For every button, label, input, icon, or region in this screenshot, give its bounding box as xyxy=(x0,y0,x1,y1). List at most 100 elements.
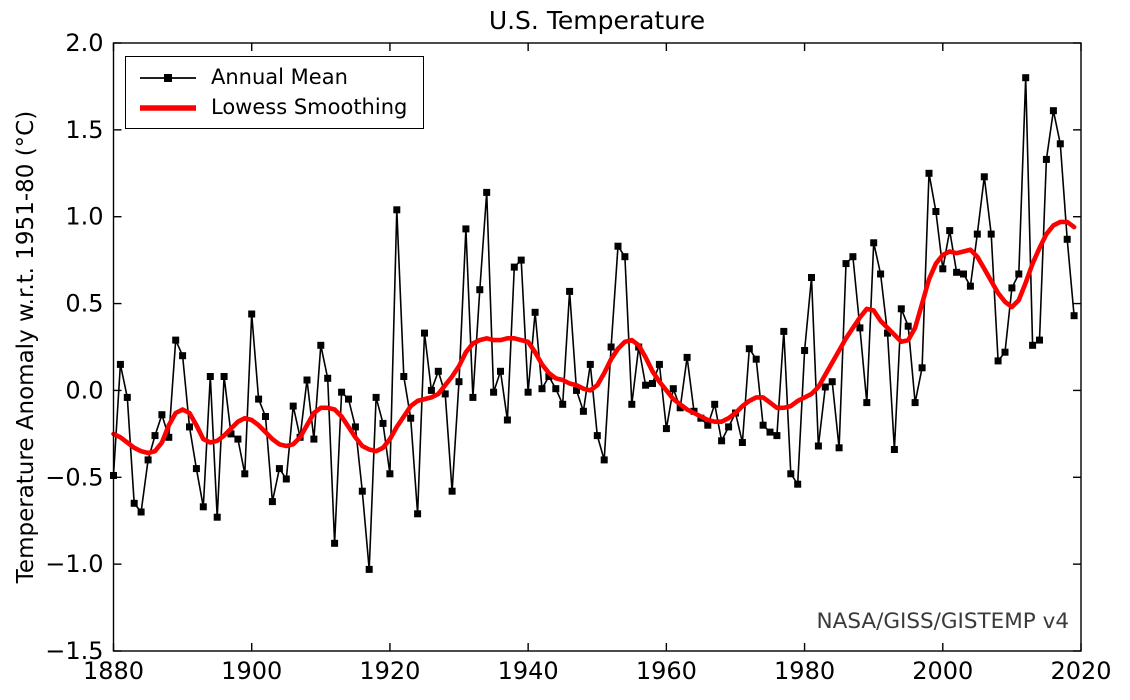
annual-mean-point xyxy=(766,428,774,436)
annual-mean-point xyxy=(662,425,670,433)
annual-mean-point xyxy=(856,324,864,332)
annual-mean-point xyxy=(455,378,463,386)
annual-mean-point xyxy=(227,430,235,438)
annual-mean-point xyxy=(1070,312,1078,320)
annual-mean-point xyxy=(994,357,1002,365)
lowess-smoothing-line xyxy=(111,219,1077,456)
annual-mean-point xyxy=(745,345,753,353)
annual-mean-point xyxy=(365,565,373,573)
annual-mean-point xyxy=(711,400,719,408)
legend-label-annual-mean: Annual Mean xyxy=(211,65,348,89)
annual-mean-point xyxy=(1042,155,1050,163)
y-tick-label: 2.0 xyxy=(65,29,103,57)
annual-mean-point xyxy=(573,386,580,394)
annual-mean-point xyxy=(773,432,781,440)
annual-mean-point xyxy=(421,329,428,337)
annual-mean-point xyxy=(814,442,822,450)
annual-mean-point xyxy=(704,421,712,429)
annual-mean-point xyxy=(510,263,518,271)
annual-mean-point xyxy=(282,475,290,483)
annual-mean-point xyxy=(317,341,325,349)
annual-mean-point xyxy=(559,400,567,408)
annual-mean-point xyxy=(476,286,484,294)
annual-mean-point xyxy=(434,367,442,375)
annual-mean-point xyxy=(158,411,166,419)
annual-mean-point xyxy=(738,439,746,446)
legend-entry-annual-mean: Annual Mean xyxy=(139,65,407,89)
annual-mean-point xyxy=(925,169,933,177)
annual-mean-point xyxy=(186,423,193,431)
x-tick-label: 1940 xyxy=(498,657,559,685)
annual-mean-point xyxy=(1056,140,1064,148)
annual-mean-point xyxy=(358,487,366,495)
annual-mean-point xyxy=(897,305,905,313)
annual-mean-point xyxy=(863,399,871,407)
annual-mean-point xyxy=(787,470,795,478)
annual-mean-point xyxy=(628,400,636,408)
annual-mean-point xyxy=(676,404,684,412)
annual-mean-point xyxy=(524,388,532,396)
annual-mean-point xyxy=(669,385,677,393)
annual-mean-point xyxy=(172,336,180,344)
y-tick-label: 0.0 xyxy=(65,376,103,404)
annual-mean-point xyxy=(918,364,926,372)
annual-mean-point xyxy=(980,173,988,181)
annual-mean-point xyxy=(1036,336,1043,344)
annual-mean-point xyxy=(614,242,622,250)
annual-mean-point xyxy=(683,353,691,361)
annual-mean-point xyxy=(469,393,477,401)
annual-mean-point xyxy=(165,433,173,441)
x-tick-label: 1880 xyxy=(83,657,144,685)
annual-mean-point xyxy=(213,513,221,521)
annual-mean-point xyxy=(220,373,228,380)
annual-mean-point xyxy=(241,470,249,478)
annual-mean-point xyxy=(338,388,346,396)
annual-mean-point xyxy=(545,373,553,380)
source-annotation: NASA/GISS/GISTEMP v4 xyxy=(816,609,1069,634)
annual-mean-line xyxy=(112,77,1075,570)
annual-mean-point xyxy=(642,381,650,389)
annual-mean-point xyxy=(407,414,415,422)
annual-mean-point xyxy=(966,282,974,290)
x-tick-label: 1960 xyxy=(636,657,697,685)
annual-mean-point xyxy=(932,208,940,215)
annual-mean-point xyxy=(538,385,546,393)
annual-mean-point xyxy=(531,308,539,316)
annual-mean-point xyxy=(324,374,332,382)
annual-mean-point xyxy=(973,230,981,238)
annual-mean-point xyxy=(1022,74,1030,82)
annual-mean-point xyxy=(1001,348,1009,356)
annual-mean-point xyxy=(877,270,885,278)
y-tick-label: 1.0 xyxy=(65,203,103,231)
annual-mean-point xyxy=(310,435,318,443)
annual-mean-point xyxy=(586,360,594,368)
annual-mean-point xyxy=(490,388,498,396)
annual-mean-point xyxy=(400,373,408,380)
annual-mean-point xyxy=(1015,270,1023,278)
annual-mean-point xyxy=(801,347,809,354)
annual-mean-point xyxy=(621,253,629,261)
annual-mean-point xyxy=(441,390,449,398)
annual-mean-point xyxy=(939,265,947,273)
legend-label-lowess: Lowess Smoothing xyxy=(211,95,408,120)
annual-mean-point xyxy=(752,355,760,363)
annual-mean-point xyxy=(262,413,269,420)
annual-mean-point xyxy=(255,395,263,403)
annual-mean-point xyxy=(552,385,560,393)
annual-mean-point xyxy=(794,480,802,488)
annual-mean-point xyxy=(780,327,788,335)
annual-mean-point xyxy=(600,456,608,464)
annual-mean-point xyxy=(718,437,726,445)
plot-frame xyxy=(112,42,1082,652)
legend: Annual Mean Lowess Smoothing xyxy=(125,56,425,130)
annual-mean-point xyxy=(206,373,214,380)
annual-mean-point xyxy=(808,274,815,281)
legend-sample-lowess-line-icon xyxy=(140,104,196,111)
annual-mean-point xyxy=(268,498,276,506)
annual-mean-point xyxy=(503,416,511,424)
annual-mean-series xyxy=(110,74,1078,573)
annual-mean-point xyxy=(303,376,311,384)
annual-mean-point xyxy=(345,395,352,403)
annual-mean-point xyxy=(911,399,919,407)
x-tick-label: 1980 xyxy=(774,657,835,685)
